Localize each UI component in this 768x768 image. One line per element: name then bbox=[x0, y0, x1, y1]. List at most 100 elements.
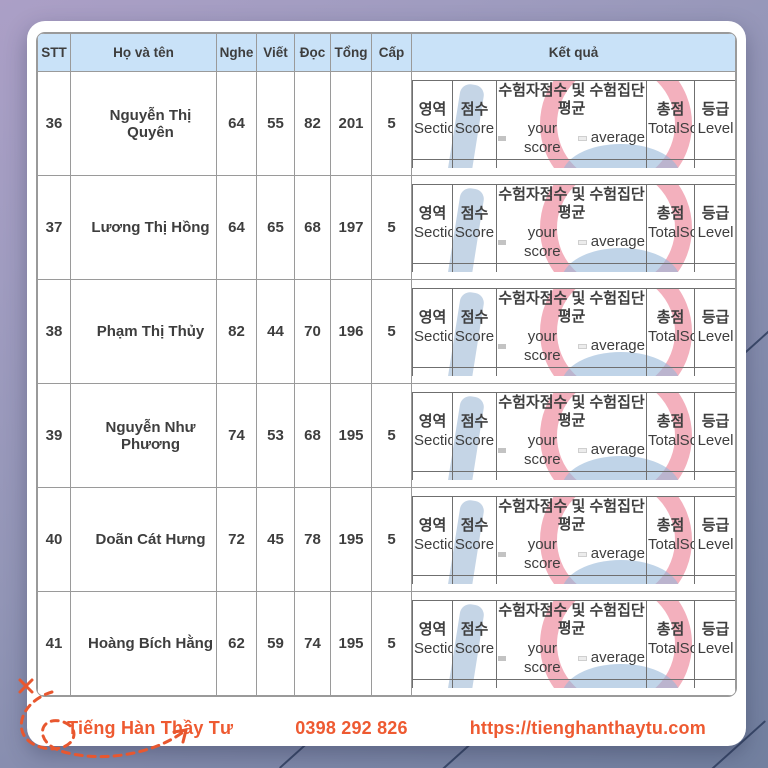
report-col-level: 등급 Level bbox=[694, 391, 735, 472]
report-col-level: 등급 Level bbox=[694, 79, 735, 160]
report-col-score: 점수 Score bbox=[452, 183, 497, 264]
report-col-total: 총점TotalScore bbox=[646, 391, 695, 472]
section-label: 듣기Listening bbox=[412, 470, 453, 480]
report-col-bars: 수험자점수 및 수험집단평균 your score average bbox=[496, 79, 647, 160]
cell-stt: 38 bbox=[37, 279, 71, 384]
report-col-score: 점수 Score bbox=[452, 391, 497, 472]
report-col-bars: 수험자점수 및 수험집단평균 your score average bbox=[496, 599, 647, 680]
header-doc: Đọc bbox=[294, 33, 331, 72]
average-chip bbox=[578, 136, 587, 142]
cell-name: Lương Thị Hồng bbox=[70, 175, 217, 280]
report-legend: your score average bbox=[498, 224, 645, 262]
footer: Tiếng Hàn Thầy Tư 0398 292 826 https://t… bbox=[27, 718, 746, 739]
section-label: 듣기Listening bbox=[412, 262, 453, 272]
your-score-chip bbox=[498, 344, 507, 350]
your-score-chip bbox=[498, 448, 507, 454]
cell-viet: 44 bbox=[256, 279, 295, 384]
report-col-section: 영역Section bbox=[412, 183, 453, 264]
cell-viet: 53 bbox=[256, 383, 295, 488]
average-chip bbox=[578, 240, 587, 246]
cell-viet: 59 bbox=[256, 591, 295, 696]
section-label: 듣기Listening bbox=[412, 366, 453, 376]
section-bars: 62 59.89 bbox=[496, 678, 647, 688]
cell-cap: 5 bbox=[371, 591, 412, 696]
cell-name: Phạm Thị Thủy bbox=[70, 279, 217, 384]
report-col-score: 점수 Score bbox=[452, 495, 497, 576]
report-level: 5급 bbox=[694, 158, 735, 168]
cell-cap: 5 bbox=[371, 383, 412, 488]
report-total: 196 / 300 bbox=[646, 366, 695, 376]
arrow-doodle bbox=[18, 678, 188, 759]
cell-doc: 78 bbox=[294, 487, 331, 592]
report-legend: your score average bbox=[498, 536, 645, 574]
section-score: 62 / 100 bbox=[452, 678, 497, 688]
report-col-bars: 수험자점수 및 수험집단평균 your score average bbox=[496, 391, 647, 472]
footer-brand: Tiếng Hàn Thầy Tư bbox=[67, 718, 234, 738]
report-level: 5급 bbox=[694, 262, 735, 272]
section-bars: 82 59.89 bbox=[496, 366, 647, 376]
cell-stt: 41 bbox=[37, 591, 71, 696]
report-total: 197 / 300 bbox=[646, 262, 695, 272]
report-col-level: 등급 Level bbox=[694, 287, 735, 368]
cell-name: Nguyễn Thị Quyên bbox=[70, 71, 217, 176]
section-label: 듣기Listening bbox=[412, 574, 453, 584]
cell-doc: 70 bbox=[294, 279, 331, 384]
your-score-chip bbox=[498, 656, 507, 662]
report-total: 201 / 300 bbox=[646, 158, 695, 168]
your-score-chip bbox=[498, 240, 507, 246]
cell-cap: 5 bbox=[371, 279, 412, 384]
report-col-section: 영역Section bbox=[412, 599, 453, 680]
cell-nghe: 64 bbox=[216, 71, 257, 176]
cell-nghe: 64 bbox=[216, 175, 257, 280]
cell-stt: 36 bbox=[37, 71, 71, 176]
report-legend: your score average bbox=[498, 120, 645, 158]
section-score: 64 / 100 bbox=[452, 262, 497, 272]
report-level: 5급 bbox=[694, 678, 735, 688]
report-row-listening: 듣기Listening 74 / 100 74 59.89 195 / 300 … bbox=[412, 470, 735, 480]
section-score: 82 / 100 bbox=[452, 366, 497, 376]
report-col-total: 총점TotalScore bbox=[646, 183, 695, 264]
report-col-bars: 수험자점수 및 수험집단평균 your score average bbox=[496, 495, 647, 576]
report-col-score: 점수 Score bbox=[452, 79, 497, 160]
report-level: 5급 bbox=[694, 574, 735, 584]
header-name: Họ và tên bbox=[70, 33, 217, 72]
cell-doc: 82 bbox=[294, 71, 331, 176]
report-col-level: 등급 Level bbox=[694, 183, 735, 264]
your-score-chip bbox=[498, 552, 507, 558]
footer-url[interactable]: https://tienghanthaytu.com bbox=[469, 718, 706, 738]
your-score-chip bbox=[498, 136, 507, 142]
report-row-listening: 듣기Listening 64 / 100 64 59.89 197 / 300 … bbox=[412, 262, 735, 272]
report-col-score: 점수 Score bbox=[452, 599, 497, 680]
report-row-listening: 듣기Listening 82 / 100 82 59.89 196 / 300 … bbox=[412, 366, 735, 376]
cell-viet: 55 bbox=[256, 71, 295, 176]
report-legend: your score average bbox=[498, 432, 645, 470]
report-col-score: 점수 Score bbox=[452, 287, 497, 368]
report-col-bars: 수험자점수 및 수험집단평균 your score average bbox=[496, 287, 647, 368]
cell-nghe: 62 bbox=[216, 591, 257, 696]
cell-name: Nguyễn Như Phương bbox=[70, 383, 217, 488]
report-col-level: 등급 Level bbox=[694, 495, 735, 576]
cell-tong: 197 bbox=[330, 175, 372, 280]
report-col-total: 총점TotalScore bbox=[646, 599, 695, 680]
results-table-wrap: STT Họ và tên Nghe Viết Đọc Tổng Cấp Kết… bbox=[36, 32, 737, 697]
header-tong: Tổng bbox=[330, 33, 372, 72]
results-card: STT Họ và tên Nghe Viết Đọc Tổng Cấp Kết… bbox=[27, 21, 746, 746]
average-chip bbox=[578, 344, 587, 350]
report-legend: your score average bbox=[498, 328, 645, 366]
report-col-section: 영역Section bbox=[412, 391, 453, 472]
table-header-row: STT Họ và tên Nghe Viết Đọc Tổng Cấp Kết… bbox=[37, 33, 736, 72]
table-row: 40 Doãn Cát Hưng 72 45 78 195 5 영역Sectio… bbox=[37, 487, 736, 592]
